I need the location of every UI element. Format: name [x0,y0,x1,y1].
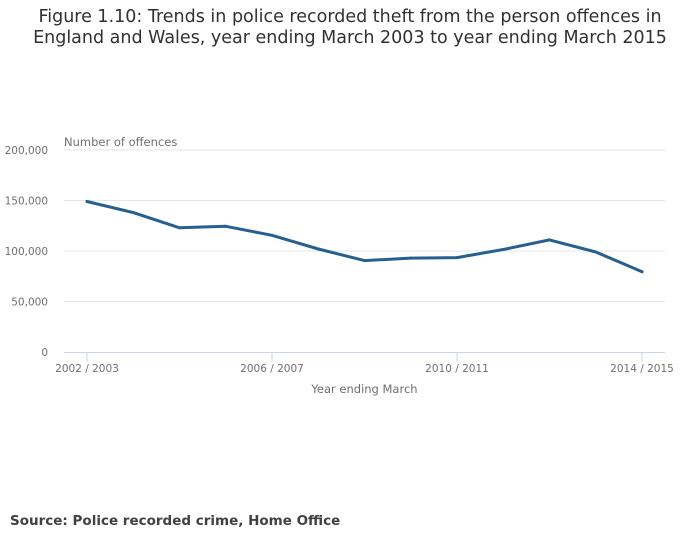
x-axis-title: Year ending March [310,382,417,396]
data-point [640,270,644,274]
x-tick-label: 2006 / 2007 [240,363,304,375]
chart-title: Figure 1.10: Trends in police recorded t… [0,7,700,49]
x-tick-label: 2010 / 2011 [425,363,489,375]
data-point [594,250,598,254]
data-point [178,226,181,230]
y-tick-label: 200,000 [5,145,48,157]
data-point [501,247,505,251]
data-point [131,211,135,215]
source-note: Source: Police recorded crime, Home Offi… [10,513,341,529]
chart-title-line-2: England and Wales, year ending March 200… [33,28,667,48]
data-point [455,256,459,260]
data-point [409,256,413,260]
y-axis-title: Number of offences [64,135,177,149]
data-point [85,200,89,204]
data-point [363,259,366,263]
chart-title-line-1: Figure 1.10: Trends in police recorded t… [38,7,662,27]
x-tick-label: 2002 / 2003 [55,363,119,375]
y-tick-label: 0 [41,347,48,359]
data-point [224,224,228,228]
x-tick-label: 2014 / 2015 [610,363,674,375]
data-point [548,238,551,242]
data-point [270,233,274,237]
y-tick-label: 50,000 [11,297,48,309]
y-tick-label: 150,000 [5,196,48,208]
y-tick-label: 100,000 [5,246,48,258]
data-point [316,247,320,251]
